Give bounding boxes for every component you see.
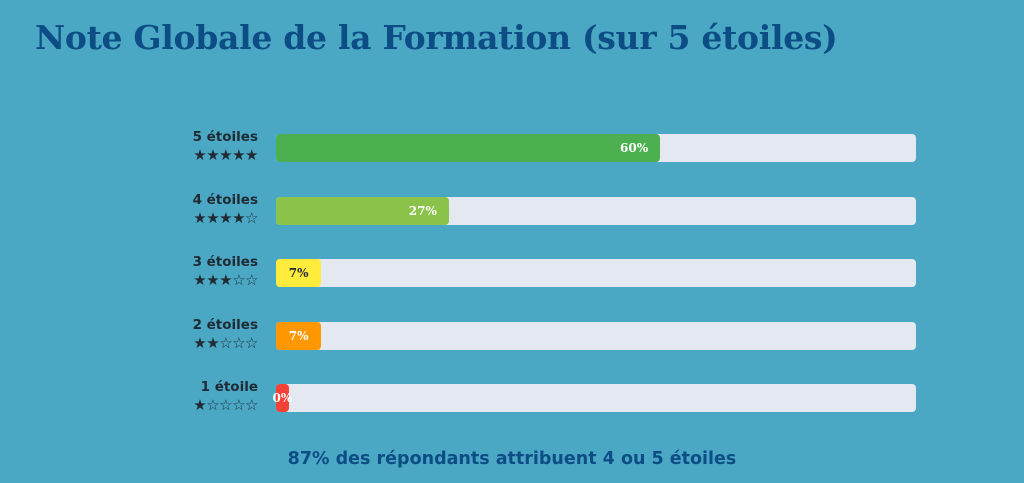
bar-track: 0% [272, 384, 916, 412]
summary-text: 87% des répondants attribuent 4 ou 5 éto… [287, 449, 737, 469]
bar-category-label: 1 étoile ★☆☆☆☆ [130, 379, 258, 415]
bar-fill [276, 196, 449, 225]
bar-category-label: 3 étoiles ★★★☆☆ [130, 254, 259, 290]
bar-track: 7% [276, 321, 916, 350]
rating-label: 5 étoiles [192, 129, 258, 145]
bar-track: 7% [276, 259, 916, 287]
chart-title: Note Globale de la Formation (sur 5 étoi… [35, 18, 838, 57]
bar-fill [276, 259, 321, 287]
bar-value-label: 0% [272, 391, 293, 405]
bar-fill [276, 134, 660, 162]
bar-track: 60% [276, 134, 916, 162]
rating-label: 3 étoiles [192, 254, 258, 270]
rating-label: 2 étoiles [192, 316, 258, 333]
bar-value-label: 7% [288, 328, 309, 343]
rating-label: 1 étoile [200, 379, 258, 395]
bar-row: 3 étoiles ★★★☆☆ 7% [0, 254, 1024, 299]
bar-category-label: 4 étoiles ★★★★☆ [130, 191, 259, 228]
star-rating-icon: ★★★☆☆ [193, 271, 258, 289]
rating-label: 4 étoiles [192, 191, 258, 208]
bar-row: 5 étoiles ★★★★★ 60% [0, 129, 1024, 174]
bar-value-label: 7% [288, 266, 309, 280]
bar-row: 1 étoile ★☆☆☆☆ 0% [0, 379, 1024, 424]
bar-track: 27% [276, 196, 916, 225]
bar-row: 2 étoiles ★★☆☆☆ 7% [0, 317, 1024, 362]
star-rating-icon: ★★★★☆ [193, 208, 258, 227]
bar-row: 4 étoiles ★★★★☆ 27% [0, 192, 1024, 237]
bar-category-label: 5 étoiles ★★★★★ [130, 129, 259, 165]
bar-value-label: 27% [408, 203, 437, 218]
bar-value-label: 60% [620, 141, 649, 155]
bar-fill [276, 384, 289, 412]
bar-fill [276, 321, 321, 350]
bar-category-label: 2 étoiles ★★☆☆☆ [130, 316, 259, 353]
star-rating-icon: ★★★★★ [193, 146, 258, 164]
star-rating-icon: ★★☆☆☆ [193, 333, 258, 352]
star-rating-icon: ★☆☆☆☆ [193, 396, 258, 414]
